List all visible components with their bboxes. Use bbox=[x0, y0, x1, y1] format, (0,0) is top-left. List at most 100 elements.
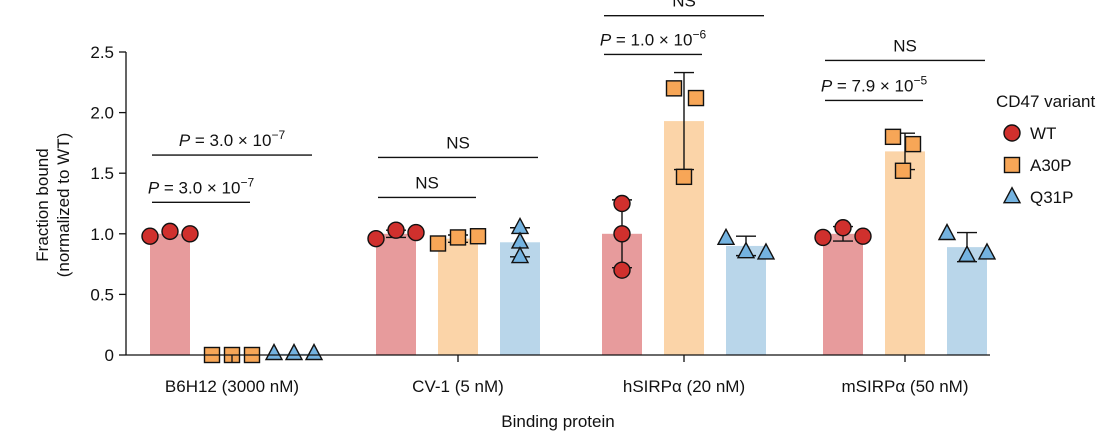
point-q31p-3-2 bbox=[977, 242, 997, 260]
annotation-0: P = 3.0 × 10−7 bbox=[148, 175, 254, 203]
annotation-label-3: NS bbox=[446, 133, 470, 152]
annotation-label-part-2: −7 bbox=[240, 175, 254, 189]
point-wt-3-2 bbox=[854, 227, 872, 245]
annotation-label-part-0: P bbox=[821, 76, 833, 95]
annotation-label-1: P = 3.0 × 10−7 bbox=[179, 128, 286, 150]
legend-label-wt: WT bbox=[1030, 124, 1056, 143]
legend-marker-q31p bbox=[1002, 186, 1022, 204]
point-a30p-3-1 bbox=[904, 135, 922, 153]
point-wt-1-2 bbox=[407, 223, 425, 242]
point-a30p-3-0 bbox=[884, 128, 902, 146]
y-axis-title-line-1: (normalized to WT) bbox=[54, 133, 73, 278]
annotation-label-part-0: NS bbox=[893, 36, 917, 55]
annotation-label-part-1: = 3.0 × 10 bbox=[159, 178, 240, 197]
annotation-label-7: NS bbox=[893, 36, 917, 55]
point-q31p-2-1 bbox=[736, 241, 756, 259]
annotation-5: NS bbox=[604, 0, 764, 17]
x-tick-label-3: mSIRPα (50 nM) bbox=[842, 377, 969, 396]
point-wt-1-0 bbox=[367, 229, 385, 248]
legend-label-a30p: A30P bbox=[1030, 156, 1072, 175]
annotation-6: P = 7.9 × 10−5 bbox=[821, 73, 928, 102]
x-axis-title: Binding protein bbox=[501, 412, 614, 431]
annotation-label-part-2: −5 bbox=[913, 73, 927, 87]
y-tick-label-0: 0 bbox=[105, 346, 114, 365]
point-a30p-2-2 bbox=[675, 168, 693, 186]
annotation-label-part-0: NS bbox=[446, 133, 470, 152]
bar-q31p-3 bbox=[947, 247, 987, 355]
bar-a30p-3 bbox=[885, 151, 925, 355]
x-tick-label-1: CV-1 (5 nM) bbox=[412, 377, 504, 396]
bar-wt-0 bbox=[150, 233, 190, 355]
point-a30p-1-2 bbox=[469, 228, 487, 245]
bars bbox=[150, 121, 987, 355]
legend-marker-wt bbox=[1003, 124, 1021, 142]
annotation-label-part-0: P bbox=[148, 178, 160, 197]
point-q31p-2-0 bbox=[716, 227, 736, 246]
point-q31p-0-0 bbox=[264, 343, 284, 361]
point-q31p-3-0 bbox=[937, 223, 957, 241]
legend-entry-q31p: Q31P bbox=[1002, 186, 1073, 207]
annotation-label-part-2: −6 bbox=[692, 27, 706, 41]
legend-entry-a30p: A30P bbox=[1003, 156, 1072, 175]
point-a30p-1-1 bbox=[449, 229, 467, 246]
y-axis-title-line-0: Fraction bound bbox=[33, 148, 52, 261]
point-a30p-3-2 bbox=[894, 162, 912, 179]
point-wt-2-1 bbox=[613, 225, 631, 243]
y-tick-label-2: 1.0 bbox=[90, 225, 114, 244]
annotation-label-part-2: −7 bbox=[271, 128, 285, 142]
annotation-label-4: P = 1.0 × 10−6 bbox=[600, 27, 707, 49]
x-tick-label-0: B6H12 (3000 nM) bbox=[165, 377, 299, 396]
point-wt-0-0 bbox=[141, 227, 159, 245]
annotation-label-5: NS bbox=[672, 0, 696, 11]
point-wt-1-1 bbox=[387, 221, 405, 239]
axes: 0 0.5 1.0 1.5 2.0 2.5 B6H12 (3000 nM) CV-1 (5 n… bbox=[33, 43, 990, 431]
legend: CD47 variant WT A30P Q31P bbox=[996, 92, 1095, 207]
annotation-1: P = 3.0 × 10−7 bbox=[152, 128, 312, 156]
annotation-label-part-0: P bbox=[179, 131, 191, 150]
point-q31p-2-2 bbox=[756, 242, 776, 260]
annotation-2: NS bbox=[378, 173, 476, 199]
point-a30p-2-0 bbox=[665, 80, 683, 97]
annotation-label-part-0: NS bbox=[672, 0, 696, 11]
point-wt-0-1 bbox=[161, 222, 179, 241]
point-wt-0-2 bbox=[181, 225, 199, 243]
legend-marker-a30p bbox=[1003, 156, 1021, 174]
annotation-4: P = 1.0 × 10−6 bbox=[600, 27, 707, 56]
y-tick-label-3: 1.5 bbox=[90, 164, 114, 183]
annotation-label-part-0: NS bbox=[415, 173, 439, 192]
annotation-label-2: NS bbox=[415, 173, 439, 192]
annotation-label-part-1: = 7.9 × 10 bbox=[832, 76, 913, 95]
point-wt-2-0 bbox=[613, 194, 631, 213]
bar-wt-1 bbox=[376, 233, 416, 355]
bar-a30p-1 bbox=[438, 238, 478, 355]
annotation-3: NS bbox=[378, 133, 538, 159]
y-tick-label-4: 2.0 bbox=[90, 104, 114, 123]
point-q31p-1-1 bbox=[510, 231, 530, 249]
point-q31p-1-2 bbox=[510, 246, 530, 264]
point-wt-3-0 bbox=[814, 228, 832, 247]
legend-entry-wt: WT bbox=[1003, 124, 1056, 143]
point-q31p-3-1 bbox=[957, 244, 977, 263]
point-q31p-0-2 bbox=[304, 343, 324, 361]
legend-label-q31p: Q31P bbox=[1030, 188, 1073, 207]
point-q31p-0-1 bbox=[284, 343, 304, 361]
annotation-7: NS bbox=[825, 36, 985, 62]
y-axis-title: Fraction bound (normalized to WT) bbox=[33, 133, 73, 278]
annotation-label-6: P = 7.9 × 10−5 bbox=[821, 73, 928, 95]
point-wt-3-1 bbox=[834, 219, 852, 237]
bar-q31p-2 bbox=[726, 245, 766, 355]
x-tick-label-2: hSIRPα (20 nM) bbox=[623, 377, 745, 396]
bar-wt-3 bbox=[823, 233, 863, 355]
point-q31p-1-0 bbox=[510, 216, 530, 235]
point-a30p-2-1 bbox=[687, 89, 705, 107]
data-points bbox=[141, 80, 997, 364]
annotation-label-part-1: = 1.0 × 10 bbox=[611, 30, 692, 49]
annotation-label-part-0: P bbox=[600, 30, 612, 49]
y-tick-label-5: 2.5 bbox=[90, 43, 114, 62]
legend-title: CD47 variant bbox=[996, 92, 1095, 111]
point-a30p-1-0 bbox=[429, 235, 447, 252]
annotation-label-part-1: = 3.0 × 10 bbox=[190, 131, 271, 150]
point-wt-2-2 bbox=[613, 261, 631, 279]
